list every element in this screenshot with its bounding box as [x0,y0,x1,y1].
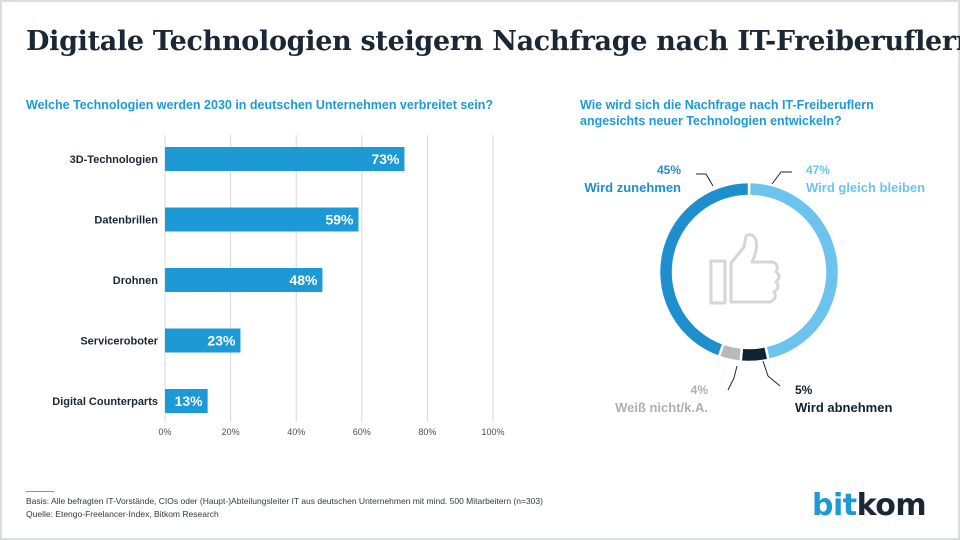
leader-line [771,171,792,185]
footer-source: Quelle: Etengo-Freelancer-Index, Bitkom … [26,509,219,519]
bar [165,268,323,292]
donut-value-label: 4% [691,383,709,397]
x-tick-label: 80% [418,427,436,437]
donut-slice [739,344,770,364]
bar [165,207,359,232]
bar-value-label: 23% [207,333,236,349]
x-tick-label: 20% [222,427,240,437]
page-title: Digitale Technologien steigern Nachfrage… [26,26,960,57]
leader-line [762,360,781,387]
donut-value-label: 5% [795,383,813,397]
bar-category-label: Drohnen [113,275,159,287]
leader-line [696,173,714,187]
donut-slice [747,180,841,362]
thumbs-up-icon [709,233,781,305]
footer-basis: Basis: Alle befragten IT-Vorstände, CIOs… [26,496,543,506]
donut-category-label: Weiß nicht/k.A. [615,400,708,415]
x-tick-label: 100% [481,427,504,437]
bar [165,147,405,171]
bar-value-label: 13% [175,393,204,409]
bar [165,389,208,413]
donut-category-label: Wird abnehmen [795,400,892,415]
bar-value-label: 73% [371,151,400,167]
donut-category-label: Wird gleich bleiben [806,180,925,195]
bar-chart-title: Welche Technologien werden 2030 in deuts… [26,98,494,112]
x-tick-label: 60% [353,427,371,437]
bar-category-label: Digital Counterparts [52,396,158,408]
x-tick-label: 40% [287,427,305,437]
donut-slice [657,180,751,359]
donut-category-label: Wird zunehmen [584,180,681,195]
bar-value-label: 48% [289,272,318,288]
bitkom-logo: bitkom [812,488,927,523]
donut-chart-title: Wie wird sich die Nachfrage nach IT-Frei… [580,98,874,128]
donut-value-label: 47% [806,163,830,177]
bar-category-label: 3D-Technologien [70,154,159,166]
bar-category-label: Serviceroboter [80,336,158,348]
bar-category-label: Datenbrillen [94,215,158,227]
donut-value-label: 45% [657,163,681,177]
footer-divider [26,491,54,492]
bar [165,328,241,353]
bar-value-label: 59% [325,212,354,228]
leader-line [727,365,738,391]
x-tick-label: 0% [158,427,171,437]
